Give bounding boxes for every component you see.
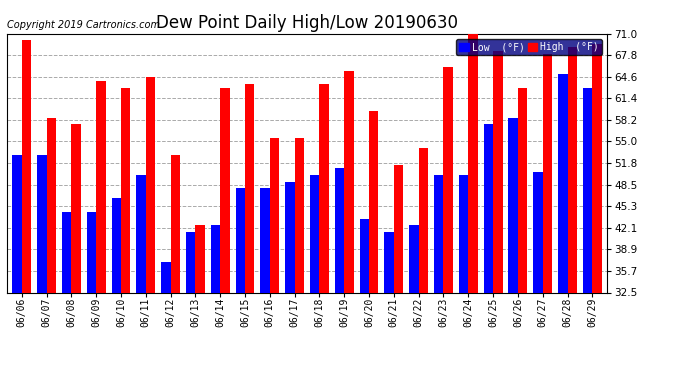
Bar — [112, 198, 121, 375]
Bar — [137, 175, 146, 375]
Bar — [509, 118, 518, 375]
Bar — [235, 188, 245, 375]
Bar — [409, 225, 419, 375]
Bar — [121, 87, 130, 375]
Bar — [384, 232, 394, 375]
Bar — [295, 138, 304, 375]
Bar — [12, 155, 22, 375]
Bar — [533, 171, 543, 375]
Bar — [459, 175, 469, 375]
Bar — [47, 118, 56, 375]
Bar — [558, 74, 567, 375]
Bar — [469, 30, 477, 375]
Bar — [87, 212, 96, 375]
Bar — [186, 232, 195, 375]
Bar — [22, 40, 31, 375]
Bar — [195, 225, 205, 375]
Bar — [285, 182, 295, 375]
Bar — [444, 68, 453, 375]
Bar — [37, 155, 47, 375]
Bar — [419, 148, 428, 375]
Bar — [260, 188, 270, 375]
Bar — [484, 124, 493, 375]
Title: Dew Point Daily High/Low 20190630: Dew Point Daily High/Low 20190630 — [156, 14, 458, 32]
Bar — [583, 87, 592, 375]
Legend: Low  (°F), High  (°F): Low (°F), High (°F) — [455, 39, 602, 56]
Bar — [170, 155, 180, 375]
Bar — [543, 54, 552, 375]
Bar — [335, 168, 344, 375]
Bar — [220, 87, 230, 375]
Bar — [96, 81, 106, 375]
Bar — [161, 262, 170, 375]
Bar — [211, 225, 220, 375]
Bar — [434, 175, 444, 375]
Bar — [359, 219, 369, 375]
Bar — [369, 111, 379, 375]
Bar — [592, 44, 602, 375]
Bar — [493, 51, 502, 375]
Bar — [310, 175, 319, 375]
Bar — [394, 165, 403, 375]
Bar — [62, 212, 71, 375]
Bar — [567, 47, 577, 375]
Bar — [146, 77, 155, 375]
Bar — [245, 84, 255, 375]
Bar — [270, 138, 279, 375]
Bar — [518, 87, 527, 375]
Text: Copyright 2019 Cartronics.com: Copyright 2019 Cartronics.com — [7, 20, 160, 30]
Bar — [319, 84, 329, 375]
Bar — [344, 71, 354, 375]
Bar — [71, 124, 81, 375]
